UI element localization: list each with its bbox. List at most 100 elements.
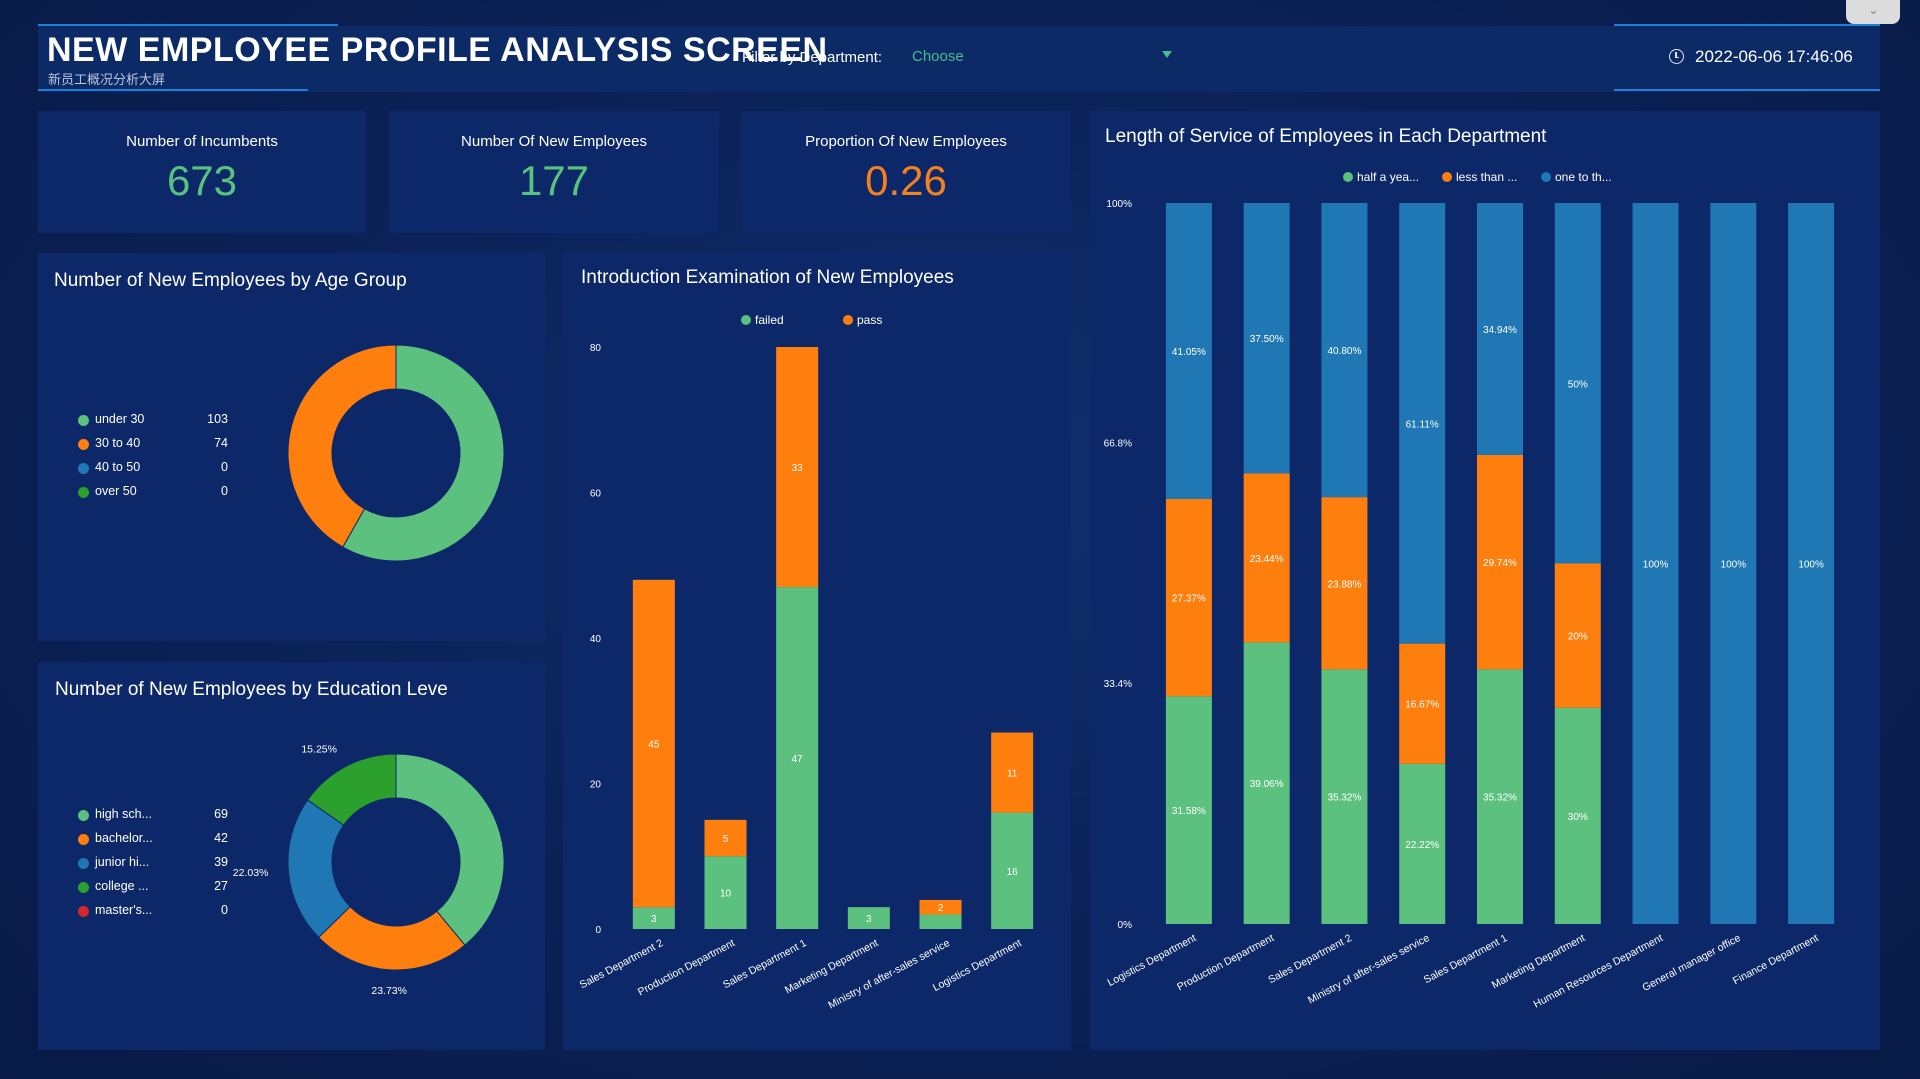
- dropdown-arrow-icon: [1162, 51, 1172, 58]
- bar-value-label: 47: [792, 754, 804, 765]
- legend-dot-icon: [78, 463, 89, 474]
- legend-item[interactable]: high sch... 69: [78, 806, 228, 824]
- bar-value-label: 50%: [1568, 379, 1588, 390]
- collapse-toggle-button[interactable]: ⌄: [1846, 0, 1900, 24]
- panel-title: Number of New Employees by Education Lev…: [55, 679, 448, 700]
- donut-slice: [395, 753, 505, 946]
- header-accent-line: [1614, 89, 1880, 91]
- slice-label: 15.25%: [301, 743, 337, 755]
- bar-segment: [1399, 203, 1446, 644]
- y-tick-label: 60: [590, 489, 602, 500]
- legend-dot-icon: [78, 834, 89, 845]
- x-tick-label: Ministry of after-sales service: [826, 937, 952, 1011]
- legend-label: 30 to 40: [95, 436, 141, 450]
- legend-item[interactable]: college ... 27: [78, 878, 228, 896]
- age-group-donut-chart: [287, 344, 505, 562]
- bar-segment: [1632, 203, 1679, 924]
- bar-segment: [632, 579, 675, 908]
- legend-dot-icon: [78, 439, 89, 450]
- age-group-panel: Number of New Employees by Age Group und…: [38, 253, 545, 641]
- legend-label: high sch...: [95, 807, 152, 821]
- legend-label: college ...: [95, 879, 149, 893]
- x-tick-label: Ministry of after-sales service: [1306, 932, 1432, 1006]
- bar-value-label: 35.32%: [1483, 793, 1517, 804]
- bar-value-label: 45: [648, 739, 660, 750]
- bar-segment: [1399, 763, 1446, 924]
- legend-dot-icon: [78, 906, 89, 917]
- bar-segment: [776, 587, 819, 929]
- bar-segment: [919, 899, 962, 915]
- bar-value-label: 35.32%: [1327, 793, 1361, 804]
- legend-item[interactable]: 30 to 40 74: [78, 435, 228, 453]
- legend-item[interactable]: junior hi... 39: [78, 854, 228, 872]
- y-tick-label: 33.4%: [1104, 679, 1132, 690]
- y-tick-label: 40: [590, 634, 602, 645]
- y-tick-label: 66.8%: [1104, 438, 1132, 449]
- x-tick-label: Finance Department: [1731, 932, 1821, 987]
- legend-dot-icon: [78, 810, 89, 821]
- bar-segment: [776, 347, 819, 588]
- legend-label: bachelor...: [95, 831, 153, 845]
- bar-segment: [1321, 203, 1368, 498]
- kpi-card-new-employees: Number Of New Employees 177: [389, 111, 719, 233]
- legend-value: 42: [214, 831, 228, 845]
- department-filter-label: Filter by Department:: [742, 49, 883, 66]
- donut-slice: [287, 344, 397, 548]
- bar-value-label: 3: [866, 914, 872, 925]
- bar-value-label: 100%: [1798, 560, 1824, 571]
- page-subtitle: 新员工概况分析大屏: [48, 72, 166, 87]
- legend-value: 27: [214, 879, 228, 893]
- bar-segment: [991, 732, 1034, 813]
- bar-segment: [1243, 642, 1290, 924]
- legend-label: master's...: [95, 903, 153, 917]
- bar-value-label: 29.74%: [1483, 558, 1517, 569]
- bar-value-label: 16.67%: [1405, 700, 1439, 711]
- donut-slice: [342, 344, 505, 562]
- kpi-value: 177: [518, 157, 590, 204]
- legend-dot-icon: [1442, 172, 1452, 182]
- y-tick-label: 0: [595, 925, 601, 936]
- bar-segment: [1243, 473, 1290, 643]
- bar-value-label: 34.94%: [1483, 325, 1517, 336]
- bar-segment: [1477, 454, 1523, 670]
- bar-segment: [704, 819, 747, 857]
- bar-value-label: 10: [720, 889, 732, 900]
- bar-segment: [1477, 669, 1523, 924]
- clock-icon: [1669, 49, 1684, 64]
- education-panel: Number of New Employees by Education Lev…: [38, 662, 545, 1050]
- legend-item[interactable]: under 30 103: [78, 411, 228, 429]
- legend-dot-icon: [741, 315, 751, 325]
- y-tick-label: 100%: [1106, 199, 1132, 210]
- bar-segment: [632, 907, 675, 929]
- legend-item[interactable]: bachelor... 42: [78, 830, 228, 848]
- bar-value-label: 41.05%: [1172, 347, 1206, 358]
- bar-segment: [847, 907, 890, 929]
- kpi-label: Number Of New Employees: [461, 133, 647, 150]
- y-tick-label: 0%: [1118, 920, 1133, 931]
- department-filter-select[interactable]: Choose: [904, 43, 1172, 69]
- legend-label: one to th...: [1555, 170, 1612, 184]
- panel-title: Length of Service of Employees in Each D…: [1105, 126, 1547, 147]
- legend-dot-icon: [1343, 172, 1353, 182]
- legend-dot-icon: [78, 415, 89, 426]
- bar-segment: [919, 914, 962, 929]
- kpi-card-proportion: Proportion Of New Employees 0.26: [741, 111, 1071, 233]
- legend-item[interactable]: master's... 0: [78, 902, 228, 920]
- bar-segment: [1165, 498, 1212, 697]
- legend-label: over 50: [95, 484, 137, 498]
- legend-label: 40 to 50: [95, 460, 141, 474]
- exam-panel: Introduction Examination of New Employee…: [563, 253, 1071, 1050]
- legend-value: 0: [221, 460, 228, 474]
- legend-dot-icon: [78, 882, 89, 893]
- legend-item[interactable]: 40 to 50 0: [78, 459, 228, 477]
- legend-item[interactable]: over 50 0: [78, 483, 228, 501]
- bar-value-label: 39.06%: [1250, 779, 1284, 790]
- kpi-label: Number of Incumbents: [126, 133, 278, 150]
- bar-segment: [1788, 203, 1835, 924]
- y-tick-label: 20: [590, 780, 602, 791]
- bar-value-label: 3: [651, 914, 657, 925]
- legend-label: half a yea...: [1357, 170, 1419, 184]
- legend-label: junior hi...: [95, 855, 150, 869]
- legend-value: 0: [221, 903, 228, 917]
